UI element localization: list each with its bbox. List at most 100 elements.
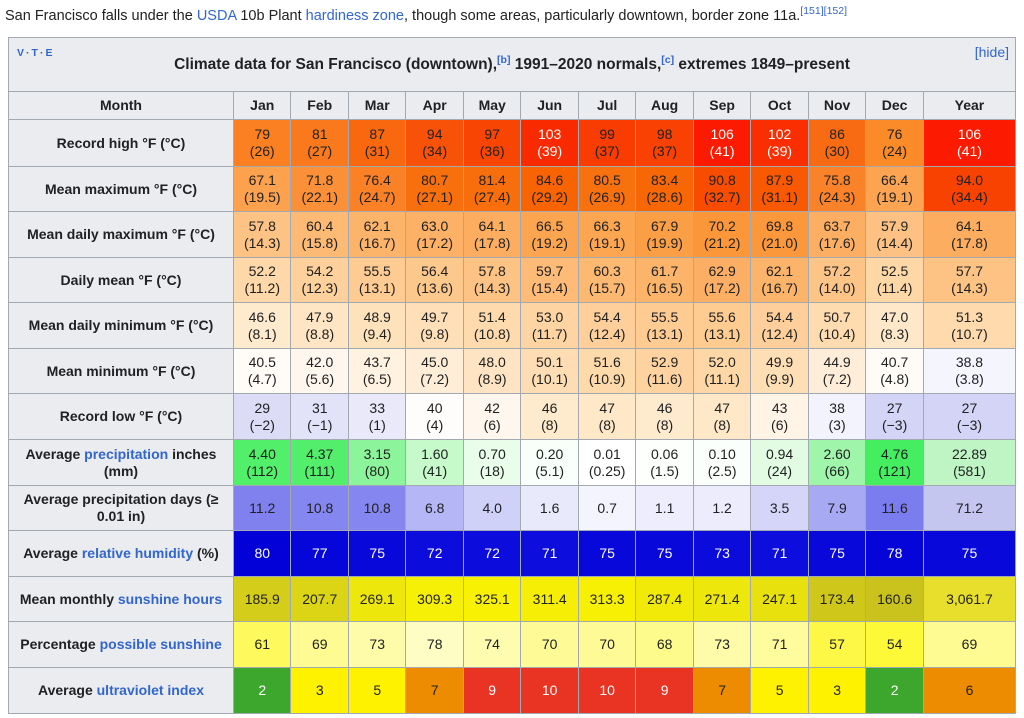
cell-ultraviolet-index-oct: 5 — [750, 667, 809, 715]
cell-mean-daily-minimum-oct: 54.4 (12.4) — [750, 302, 809, 350]
cell-sunshine-hours-feb: 207.7 — [290, 576, 349, 623]
cell-mean-maximum-mar: 76.4 (24.7) — [347, 166, 407, 213]
cell-record-low-jun: 46 (8) — [520, 393, 579, 441]
cell-record-high-may: 97 (36) — [462, 119, 522, 168]
cell-ultraviolet-index-nov: 3 — [807, 667, 867, 715]
cell-precipitation-days-jul: 0.7 — [577, 485, 637, 532]
cell-ultraviolet-index-apr: 7 — [405, 667, 464, 715]
label-text: Average precipitation days (≥ 0.01 in) — [23, 491, 219, 525]
reference-152-link[interactable]: [152] — [823, 5, 848, 18]
cell-mean-daily-minimum-jan: 46.6 (8.1) — [232, 302, 292, 350]
cell-precipitation-days-aug: 1.1 — [635, 485, 694, 532]
climate-table: V·T·E [hide] Climate data for San Franci… — [8, 37, 1017, 715]
label-text: (%) — [193, 545, 219, 562]
column-header-aug: Aug — [635, 91, 694, 121]
cell-ultraviolet-index-aug: 9 — [635, 667, 694, 715]
cell-mean-minimum-mar: 43.7 (6.5) — [347, 348, 407, 395]
cell-precipitation-days-may: 4.0 — [462, 485, 522, 532]
cell-daily-mean-feb: 54.2 (12.3) — [290, 257, 349, 304]
cell-mean-daily-minimum-mar: 48.9 (9.4) — [347, 302, 407, 350]
cell-sunshine-hours-jun: 311.4 — [520, 576, 579, 623]
vte-view-link[interactable]: V — [17, 47, 26, 60]
intro-text: San Francisco falls under the — [5, 8, 197, 24]
ultraviolet-index-link[interactable]: ultraviolet index — [96, 682, 204, 699]
cell-mean-daily-maximum-apr: 63.0 (17.2) — [405, 211, 464, 259]
cell-percent-possible-sunshine-feb: 69 — [290, 621, 349, 669]
cell-average-precipitation-aug: 0.06 (1.5) — [635, 439, 694, 487]
cell-daily-mean-may: 57.8 (14.3) — [462, 257, 522, 304]
footnote-c-link[interactable]: [c] — [661, 54, 675, 67]
cell-mean-daily-maximum-jul: 66.3 (19.1) — [577, 211, 637, 259]
label-text: Average — [23, 545, 82, 562]
cell-mean-minimum-year: 38.8 (3.8) — [922, 348, 1017, 395]
cell-daily-mean-jan: 52.2 (11.2) — [232, 257, 292, 304]
cell-sunshine-hours-year: 3,061.7 — [922, 576, 1017, 623]
cell-mean-minimum-jan: 40.5 (4.7) — [232, 348, 292, 395]
cell-mean-daily-minimum-jun: 53.0 (11.7) — [520, 302, 579, 350]
reference-151-link[interactable]: [151] — [800, 5, 824, 18]
cell-relative-humidity-nov: 75 — [807, 530, 867, 578]
cell-sunshine-hours-aug: 287.4 — [635, 576, 694, 623]
label-text: Mean monthly — [19, 590, 118, 607]
cell-mean-minimum-nov: 44.9 (7.2) — [807, 348, 867, 395]
cell-percent-possible-sunshine-mar: 73 — [347, 621, 407, 669]
cell-record-high-dec: 76 (24) — [865, 119, 924, 168]
cell-record-high-jul: 99 (37) — [577, 119, 637, 168]
title-text: extremes 1849–present — [674, 56, 850, 74]
cell-relative-humidity-mar: 75 — [347, 530, 407, 578]
column-header-oct: Oct — [750, 91, 809, 121]
cell-precipitation-days-year: 71.2 — [922, 485, 1017, 532]
table-row-percent-possible-sunshine: Percentage possible sunshine 61 69 73 78 74 70… — [8, 621, 1017, 669]
cell-ultraviolet-index-jul: 10 — [577, 667, 637, 715]
footnote-b-link[interactable]: [b] — [497, 54, 511, 67]
relative-humidity-link[interactable]: relative humidity — [81, 545, 194, 562]
cell-record-high-mar: 87 (31) — [347, 119, 407, 168]
cell-average-precipitation-jun: 0.20 (5.1) — [520, 439, 579, 487]
cell-mean-maximum-jul: 80.5 (26.9) — [577, 166, 637, 213]
cell-average-precipitation-dec: 4.76 (121) — [865, 439, 924, 487]
table-title-row: V·T·E [hide] Climate data for San Franci… — [8, 37, 1016, 93]
cell-record-high-apr: 94 (34) — [405, 119, 464, 168]
cell-precipitation-days-oct: 3.5 — [750, 485, 809, 532]
vte-talk-link[interactable]: T — [31, 47, 39, 60]
usda-link[interactable]: USDA — [196, 8, 237, 24]
cell-precipitation-days-jun: 1.6 — [520, 485, 579, 532]
vte-edit-link[interactable]: E — [45, 47, 54, 60]
cell-mean-daily-maximum-feb: 60.4 (15.8) — [290, 211, 349, 259]
cell-relative-humidity-feb: 77 — [290, 530, 349, 578]
sunshine-hours-link[interactable]: sunshine hours — [117, 590, 223, 607]
label-text: Average — [25, 445, 85, 462]
column-header-dec: Dec — [865, 91, 924, 121]
cell-mean-minimum-apr: 45.0 (7.2) — [405, 348, 464, 395]
cell-average-precipitation-apr: 1.60 (41) — [405, 439, 464, 487]
cell-precipitation-days-dec: 11.6 — [865, 485, 924, 532]
cell-daily-mean-mar: 55.5 (13.1) — [347, 257, 407, 304]
hide-link[interactable]: [hide] — [974, 44, 1009, 61]
precipitation-link[interactable]: precipitation — [84, 445, 169, 462]
cell-mean-daily-maximum-nov: 63.7 (17.6) — [807, 211, 867, 259]
cell-mean-daily-maximum-dec: 57.9 (14.4) — [865, 211, 924, 259]
cell-mean-maximum-year: 94.0 (34.4) — [922, 166, 1017, 213]
cell-percent-possible-sunshine-may: 74 — [462, 621, 522, 669]
cell-mean-daily-minimum-dec: 47.0 (8.3) — [865, 302, 924, 350]
cell-record-high-jun: 103 (39) — [520, 119, 579, 168]
column-header-mar: Mar — [347, 91, 407, 121]
cell-average-precipitation-sep: 0.10 (2.5) — [692, 439, 752, 487]
row-label-relative-humidity: Average relative humidity (%) — [8, 530, 234, 578]
cell-relative-humidity-year: 75 — [922, 530, 1017, 578]
possible-sunshine-link[interactable]: possible sunshine — [99, 636, 222, 653]
hardiness-zone-link[interactable]: hardiness zone — [305, 8, 404, 24]
cell-daily-mean-year: 57.7 (14.3) — [922, 257, 1017, 304]
row-label-percent-possible-sunshine: Percentage possible sunshine — [8, 621, 234, 669]
cell-mean-daily-maximum-oct: 69.8 (21.0) — [750, 211, 809, 259]
column-header-apr: Apr — [405, 91, 464, 121]
cell-ultraviolet-index-jun: 10 — [520, 667, 579, 715]
cell-relative-humidity-jun: 71 — [520, 530, 579, 578]
row-label-record-high: Record high °F (°C) — [8, 119, 234, 168]
cell-mean-daily-maximum-sep: 70.2 (21.2) — [692, 211, 752, 259]
cell-relative-humidity-oct: 71 — [750, 530, 809, 578]
label-text: Record high °F (°C) — [56, 134, 186, 151]
cell-mean-maximum-sep: 90.8 (32.7) — [692, 166, 752, 213]
cell-mean-daily-minimum-may: 51.4 (10.8) — [462, 302, 522, 350]
cell-record-low-apr: 40 (4) — [405, 393, 464, 441]
